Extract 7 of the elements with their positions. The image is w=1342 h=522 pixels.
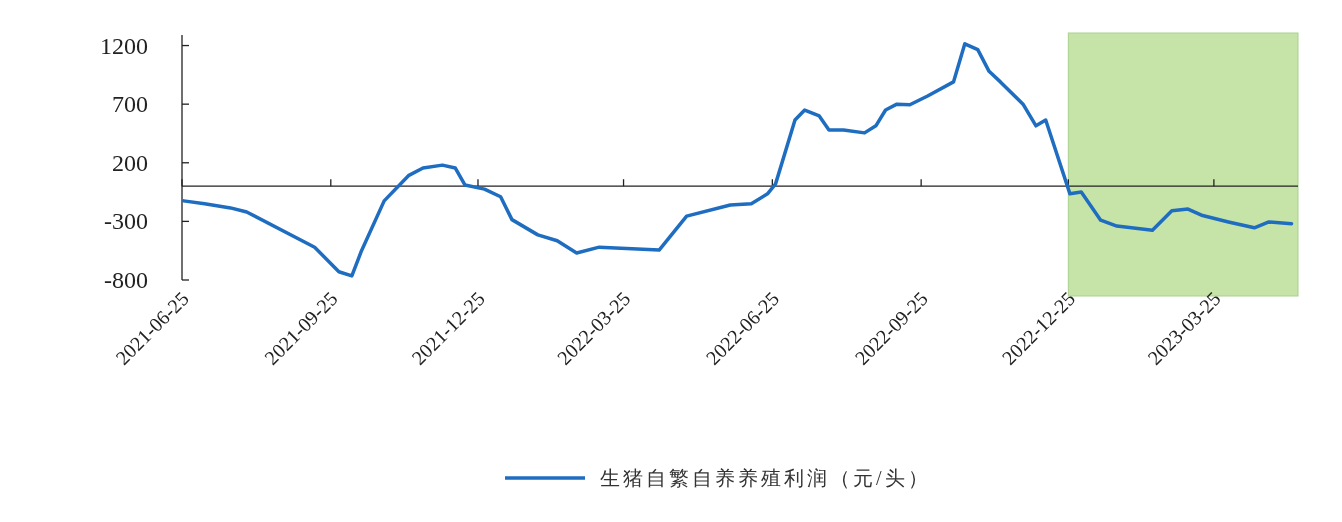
y-tick-label: 1200 bbox=[100, 32, 148, 59]
legend-label: 生猪自繁自养养殖利润（元/头） bbox=[600, 467, 931, 489]
y-tick-label: -800 bbox=[104, 267, 148, 293]
y-tick-label: -300 bbox=[104, 208, 148, 235]
y-tick-label: 200 bbox=[112, 149, 148, 176]
y-tick-label: 700 bbox=[112, 91, 148, 118]
line-series bbox=[181, 42, 1294, 278]
